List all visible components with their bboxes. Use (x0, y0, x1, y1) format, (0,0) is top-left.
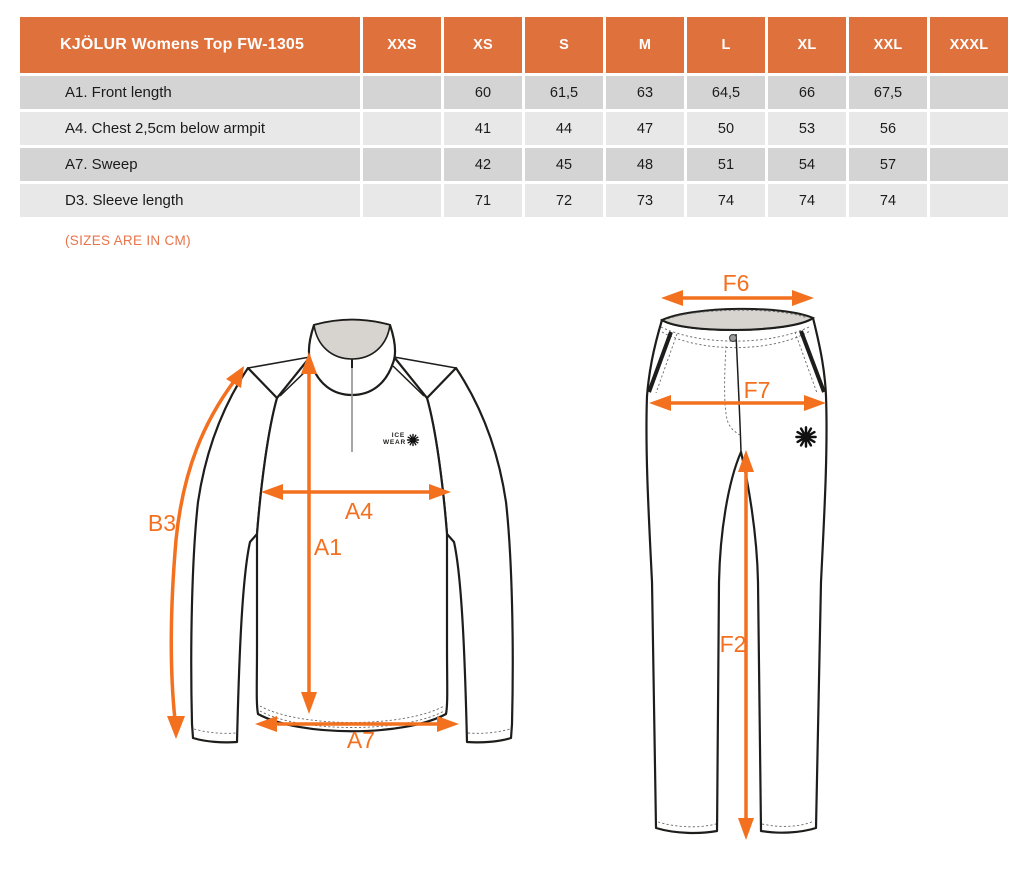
size-value-cell (363, 112, 441, 145)
top-measure-a7: A7 (255, 716, 459, 753)
a1-arrowhead-top (301, 352, 317, 374)
size-column-header: XL (768, 17, 846, 73)
size-table: KJÖLUR Womens Top FW-1305 XXS XS S M L XL XXL XX… (20, 17, 1008, 217)
a7-label: A7 (347, 727, 375, 753)
f2-arrowhead-top (738, 450, 754, 472)
f7-arrowhead-right (804, 395, 826, 411)
f6-label: F6 (723, 270, 750, 296)
pants-left-hem-stitch (657, 821, 717, 828)
size-value-cell: 44 (525, 112, 603, 145)
size-value-cell (930, 148, 1008, 181)
b3-label: B3 (148, 510, 176, 536)
size-value-cell: 54 (768, 148, 846, 181)
size-value-cell: 57 (849, 148, 927, 181)
b3-arrow-line (169, 374, 240, 721)
top-body (255, 349, 449, 733)
top-measure-a1: A1 (301, 352, 342, 714)
pants-body (645, 316, 828, 835)
size-value-cell (363, 148, 441, 181)
f7-label: F7 (744, 377, 771, 403)
size-column-header: XXXL (930, 17, 1008, 73)
size-value-cell: 48 (606, 148, 684, 181)
pants-right-pocket-trim (799, 330, 826, 393)
measurement-row-label: A4. Chest 2,5cm below armpit (20, 112, 360, 145)
size-value-cell (930, 184, 1008, 217)
size-value-cell: 72 (525, 184, 603, 217)
b3-arrowhead-bottom (167, 716, 185, 739)
size-value-cell: 64,5 (687, 76, 765, 109)
a4-label: A4 (345, 498, 373, 524)
pants-fly-stitch (724, 345, 741, 436)
size-value-cell: 63 (606, 76, 684, 109)
f2-label: F2 (720, 631, 747, 657)
a7-arrowhead-right (437, 716, 459, 732)
sizes-note: (SIZES ARE IN CM) (65, 233, 191, 248)
size-column-header: L (687, 17, 765, 73)
pants-waist-top (659, 307, 816, 331)
top-right-yoke-seams (392, 356, 457, 399)
top-logo-text-ice: ICE (392, 432, 405, 439)
top-collar-inner (313, 319, 391, 360)
a4-arrowhead-left (261, 484, 283, 500)
top-logo-snowflake-icon (406, 433, 420, 447)
pants-measure-f2: F2 (720, 450, 754, 840)
size-value-cell (930, 76, 1008, 109)
size-column-header: XS (444, 17, 522, 73)
table-title-cell: KJÖLUR Womens Top FW-1305 (20, 17, 360, 73)
f6-arrowhead-right (792, 290, 814, 306)
f7-arrowhead-left (649, 395, 671, 411)
pants-waist-top-stitch (667, 309, 808, 320)
size-value-cell: 74 (768, 184, 846, 217)
pants-measure-f6: F6 (661, 270, 814, 306)
size-value-cell: 67,5 (849, 76, 927, 109)
size-value-cell: 74 (687, 184, 765, 217)
size-value-cell (930, 112, 1008, 145)
size-value-cell: 42 (444, 148, 522, 181)
size-value-cell (363, 76, 441, 109)
top-measure-a4: A4 (261, 484, 451, 524)
size-value-cell: 61,5 (525, 76, 603, 109)
size-value-cell: 51 (687, 148, 765, 181)
size-value-cell: 45 (525, 148, 603, 181)
pants-right-hem-stitch (761, 820, 815, 827)
a1-label: A1 (314, 534, 342, 560)
size-value-cell: 53 (768, 112, 846, 145)
a1-arrowhead-bottom (301, 692, 317, 714)
size-column-header: XXS (363, 17, 441, 73)
f6-arrowhead-left (661, 290, 683, 306)
size-column-header: S (525, 17, 603, 73)
a7-arrowhead-left (255, 716, 277, 732)
measurement-row-label: A1. Front length (20, 76, 360, 109)
pants-left-pocket-trim (647, 331, 673, 393)
size-value-cell: 66 (768, 76, 846, 109)
size-value-cell (363, 184, 441, 217)
womens-top-schematic: ICE WEAR (190, 318, 514, 744)
pants-front-seam (735, 333, 742, 453)
top-measure-b3: B3 (148, 366, 244, 739)
pants-left-pocket-stitch (655, 333, 678, 394)
pants-measure-f7: F7 (649, 377, 826, 411)
f2-arrowhead-bottom (738, 818, 754, 840)
size-value-cell: 71 (444, 184, 522, 217)
pants-logo-snowflake-icon (795, 426, 817, 448)
b3-arrowhead-top (226, 366, 244, 388)
top-logo-text-wear: WEAR (383, 439, 406, 446)
size-column-header: M (606, 17, 684, 73)
pants-schematic (645, 307, 828, 835)
size-value-cell: 50 (687, 112, 765, 145)
size-value-cell: 47 (606, 112, 684, 145)
measurement-row-label: A7. Sweep (20, 148, 360, 181)
size-value-cell: 74 (849, 184, 927, 217)
pants-button (729, 334, 737, 342)
measurement-row-label: D3. Sleeve length (20, 184, 360, 217)
size-value-cell: 73 (606, 184, 684, 217)
size-value-cell: 56 (849, 112, 927, 145)
size-value-cell: 41 (444, 112, 522, 145)
size-column-header: XXL (849, 17, 927, 73)
a4-arrowhead-right (429, 484, 451, 500)
pants-right-pocket-stitch (794, 331, 818, 394)
size-value-cell: 60 (444, 76, 522, 109)
